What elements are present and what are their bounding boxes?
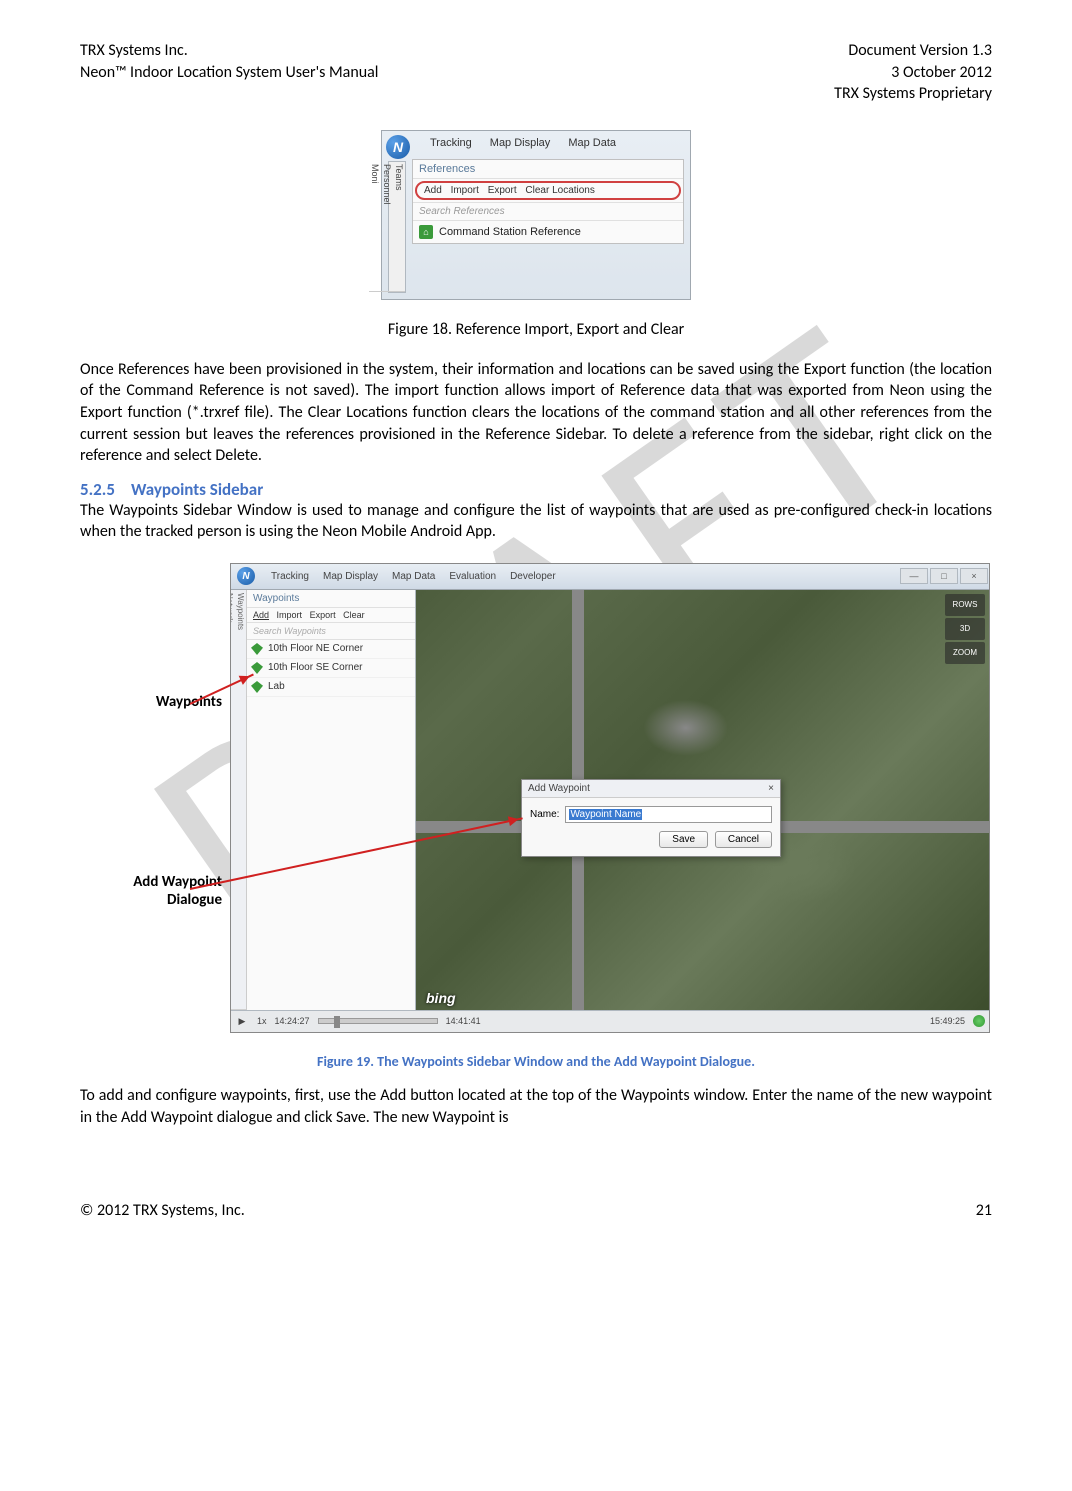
waypoint-list-item[interactable]: 10th Floor SE Corner	[247, 659, 415, 678]
figure-18-screenshot: N Tracking Map Display Map Data Teams Pe…	[381, 130, 691, 300]
cancel-button[interactable]: Cancel	[715, 831, 772, 848]
3d-button[interactable]: 3D	[945, 618, 985, 640]
search-waypoints-input[interactable]: Search Waypoints	[247, 623, 415, 640]
menubar: Tracking Map Display Map Data Evaluation…	[271, 571, 556, 582]
page-header: TRX Systems Inc. Neon™ Indoor Location S…	[80, 40, 992, 105]
playback-speed: 1x	[257, 1016, 267, 1026]
waypoint-item-label: 10th Floor SE Corner	[268, 662, 363, 673]
tab-network[interactable]: Network	[230, 590, 235, 1010]
section-number: 5.2.5	[80, 479, 115, 500]
add-button[interactable]: Add	[424, 185, 442, 196]
save-button[interactable]: Save	[659, 831, 708, 848]
statusbar: ▶ 1x 14:24:27 14:41:41 15:49:25	[231, 1010, 989, 1032]
menu-map-display[interactable]: Map Display	[490, 137, 551, 149]
panel-title: References	[413, 160, 683, 179]
menu-map-data[interactable]: Map Data	[392, 571, 435, 582]
menu-developer[interactable]: Developer	[510, 571, 556, 582]
footer-page-number: 21	[976, 1201, 992, 1220]
tab-moni[interactable]: Moni	[369, 162, 381, 292]
clear-locations-button[interactable]: Clear Locations	[525, 185, 594, 196]
tab-waypoints[interactable]: Waypoints	[235, 590, 246, 1010]
waypoint-name-value: Waypoint Name	[569, 809, 642, 820]
add-button[interactable]: Add	[253, 610, 269, 620]
menu-evaluation[interactable]: Evaluation	[449, 571, 496, 582]
waypoints-toolbar: Add Import Export Clear	[247, 608, 415, 623]
callout-label-add-dialog: Add Waypoint Dialogue	[80, 873, 222, 909]
dialog-title: Add Waypoint	[528, 783, 590, 794]
header-doc-version: Document Version 1.3	[834, 40, 992, 62]
timeline-slider[interactable]	[318, 1018, 438, 1024]
clear-button[interactable]: Clear	[343, 610, 365, 620]
paragraph-2: The Waypoints Sidebar Window is used to …	[80, 500, 992, 543]
name-label: Name:	[530, 809, 559, 820]
panel-title: Waypoints	[247, 590, 415, 608]
waypoint-name-input[interactable]: Waypoint Name	[565, 806, 772, 823]
header-doc-date: 3 October 2012	[834, 62, 992, 84]
close-button[interactable]: ×	[960, 568, 988, 584]
vertical-tabs: Teams Personnel Moni	[388, 161, 406, 293]
menu-map-data[interactable]: Map Data	[568, 137, 616, 149]
neon-logo-icon: N	[237, 567, 255, 585]
section-heading-5-2-5: 5.2.5 Waypoints Sidebar	[80, 479, 992, 500]
page-footer: © 2012 TRX Systems, Inc. 21	[80, 1201, 992, 1220]
reference-list-item[interactable]: ⌂ Command Station Reference	[413, 221, 683, 243]
paragraph-1: Once References have been provisioned in…	[80, 359, 992, 467]
tab-personnel[interactable]: Personnel	[381, 162, 393, 292]
time-left: 14:24:27	[275, 1016, 310, 1026]
vertical-tabs: Waypoints Network References	[231, 590, 247, 1010]
export-button[interactable]: Export	[310, 610, 336, 620]
dialog-close-icon[interactable]: ×	[768, 783, 774, 794]
search-references-input[interactable]: Search References	[413, 202, 683, 221]
add-waypoint-dialog: Add Waypoint × Name: Waypoint Name Save …	[521, 779, 781, 857]
status-indicator-icon	[973, 1015, 985, 1027]
bing-logo: bing	[426, 990, 456, 1006]
maximize-button[interactable]: □	[930, 568, 958, 584]
time-mid: 14:41:41	[446, 1016, 481, 1026]
minimize-button[interactable]: —	[900, 568, 928, 584]
zoom-button[interactable]: ZOOM	[945, 642, 985, 664]
figure-19-screenshot: N Tracking Map Display Map Data Evaluati…	[230, 563, 990, 1033]
waypoint-pin-icon	[251, 643, 263, 655]
window-titlebar: N Tracking Map Display Map Data Evaluati…	[231, 564, 989, 590]
figure-19-caption: Figure 19. The Waypoints Sidebar Window …	[80, 1053, 992, 1070]
paragraph-3: To add and configure waypoints, first, u…	[80, 1085, 992, 1128]
waypoint-list-item[interactable]: 10th Floor NE Corner	[247, 640, 415, 659]
play-button[interactable]: ▶	[235, 1014, 249, 1028]
sidebar-panel: Waypoints Network References Waypoints A…	[231, 590, 416, 1010]
menu-tracking[interactable]: Tracking	[430, 137, 472, 149]
references-toolbar-highlighted: Add Import Export Clear Locations	[415, 181, 681, 200]
figure-18-caption: Figure 18. Reference Import, Export and …	[80, 320, 992, 339]
references-panel: References Add Import Export Clear Locat…	[412, 159, 684, 244]
waypoint-item-label: Lab	[268, 681, 285, 692]
waypoint-list-item[interactable]: Lab	[247, 678, 415, 697]
import-button[interactable]: Import	[451, 185, 479, 196]
menu-map-display[interactable]: Map Display	[323, 571, 378, 582]
command-station-icon: ⌂	[419, 225, 433, 239]
header-manual-title: Neon™ Indoor Location System User's Manu…	[80, 62, 378, 84]
export-button[interactable]: Export	[488, 185, 517, 196]
rows-button[interactable]: ROWS	[945, 594, 985, 616]
waypoint-item-label: 10th Floor NE Corner	[268, 643, 363, 654]
tab-teams[interactable]: Teams	[393, 162, 405, 292]
footer-copyright: © 2012 TRX Systems, Inc.	[80, 1201, 245, 1220]
import-button[interactable]: Import	[277, 610, 303, 620]
menubar: Tracking Map Display Map Data	[430, 137, 616, 149]
waypoint-pin-icon	[251, 681, 263, 693]
time-right: 15:49:25	[930, 1016, 965, 1026]
map-controls-panel: ROWS 3D ZOOM	[945, 594, 985, 664]
neon-logo-icon: N	[386, 135, 410, 159]
callout-label-waypoints: Waypoints	[156, 693, 222, 711]
section-title: Waypoints Sidebar	[131, 479, 263, 500]
header-proprietary: TRX Systems Proprietary	[834, 83, 992, 105]
reference-item-label: Command Station Reference	[439, 226, 581, 238]
menu-tracking[interactable]: Tracking	[271, 571, 309, 582]
header-company: TRX Systems Inc.	[80, 40, 378, 62]
